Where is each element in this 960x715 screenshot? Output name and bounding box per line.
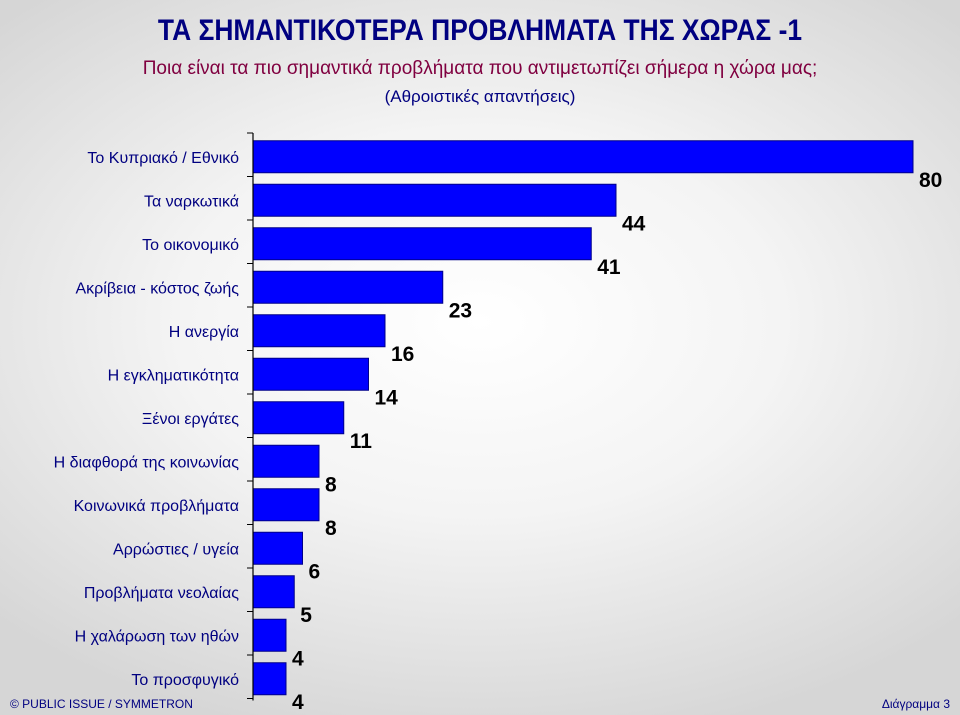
category-label: Η ανεργία: [169, 324, 239, 341]
data-label: 23: [449, 299, 472, 322]
category-label: Αρρώστιες / υγεία: [113, 541, 239, 558]
data-label: 11: [350, 430, 373, 453]
data-label: 6: [309, 560, 321, 583]
data-label: 80: [919, 169, 942, 192]
category-label: Το Κυπριακό / Εθνικό: [87, 150, 239, 167]
category-label: Ξένοι εργάτες: [142, 411, 239, 428]
category-label: Η χαλάρωση των ηθών: [75, 628, 239, 645]
bar: [252, 531, 303, 565]
bar: [252, 618, 287, 652]
category-label: Η διαφθορά της κοινωνίας: [54, 454, 240, 471]
page-title: ΤΑ ΣΗΜΑΝΤΙΚΟΤΕΡΑ ΠΡΟΒΛΗΜΑΤΑ ΤΗΣ ΧΩΡΑΣ -1: [157, 14, 803, 47]
category-label: Τα ναρκωτικά: [144, 193, 239, 210]
data-label: 4: [292, 691, 304, 714]
bar: [252, 488, 320, 522]
category-label: Η εγκληματικότητα: [108, 367, 239, 384]
category-label: Προβλήματα νεολαίας: [84, 585, 239, 602]
data-label: 4: [292, 647, 304, 670]
data-label: 8: [325, 517, 337, 540]
bar: [252, 662, 287, 696]
bar: [252, 444, 320, 478]
category-label: Κοινωνικά προβλήματα: [74, 498, 239, 515]
data-label: 8: [325, 473, 337, 496]
data-label: 41: [597, 256, 621, 279]
bar: [252, 314, 386, 348]
cumulative-note: (Αθροιστικές απαντήσεις): [384, 87, 576, 106]
bar: [252, 575, 295, 609]
category-label: Το οικονομικό: [142, 237, 239, 254]
question-subtitle: Ποια είναι τα πιο σημαντικά προβλήματα π…: [142, 58, 818, 79]
category-label: Το προσφυγικό: [131, 672, 239, 689]
category-label: Ακρίβεια - κόστος ζωής: [76, 280, 240, 297]
bar: [252, 357, 369, 391]
bar: [252, 140, 914, 174]
bar: [252, 183, 617, 217]
bar: [252, 227, 592, 261]
data-label: 44: [622, 212, 646, 235]
bar: [252, 270, 444, 304]
data-label: 5: [300, 604, 312, 627]
bar: [252, 401, 345, 435]
diagram-number: Διάγραμμα 3: [881, 697, 950, 711]
data-label: 16: [391, 343, 414, 366]
data-label: 14: [375, 386, 399, 409]
copyright-footer: © PUBLIC ISSUE / SYMMETRON: [10, 697, 193, 711]
